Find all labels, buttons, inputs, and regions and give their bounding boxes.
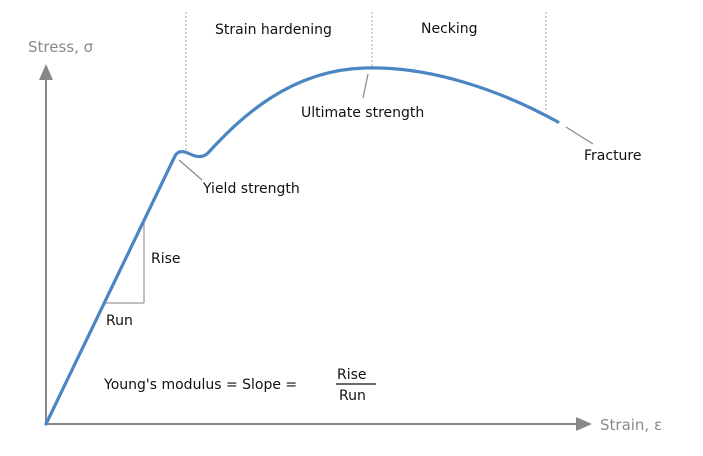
region-label-necking: Necking [421,21,478,37]
axes [39,64,592,431]
fracture-label: Fracture [584,148,642,164]
fracture-leader [565,126,594,145]
yield-strength-label: Yield strength [202,181,300,197]
y-axis-label: Stress, σ [28,38,94,56]
run-label: Run [106,313,133,329]
youngs-modulus-formula: Young's modulus = Slope = Rise Run [103,367,376,404]
x-axis-arrow-icon [576,417,592,431]
x-axis-label: Strain, ε [600,416,662,434]
formula-numerator: Rise [337,367,367,383]
ultimate-strength-label: Ultimate strength [301,105,424,121]
region-dividers [185,12,547,150]
stress-strain-curve [44,66,560,426]
formula-prefix: Young's modulus = Slope = [103,377,297,393]
rise-label: Rise [151,251,181,267]
formula-denominator: Run [339,388,366,404]
ultimate-leader [362,73,369,99]
leader-lines [178,73,594,181]
slope-triangle [105,222,145,304]
region-label-strain-hardening: Strain hardening [215,22,332,38]
y-axis-arrow-icon [39,64,53,80]
yield-leader [178,159,203,181]
